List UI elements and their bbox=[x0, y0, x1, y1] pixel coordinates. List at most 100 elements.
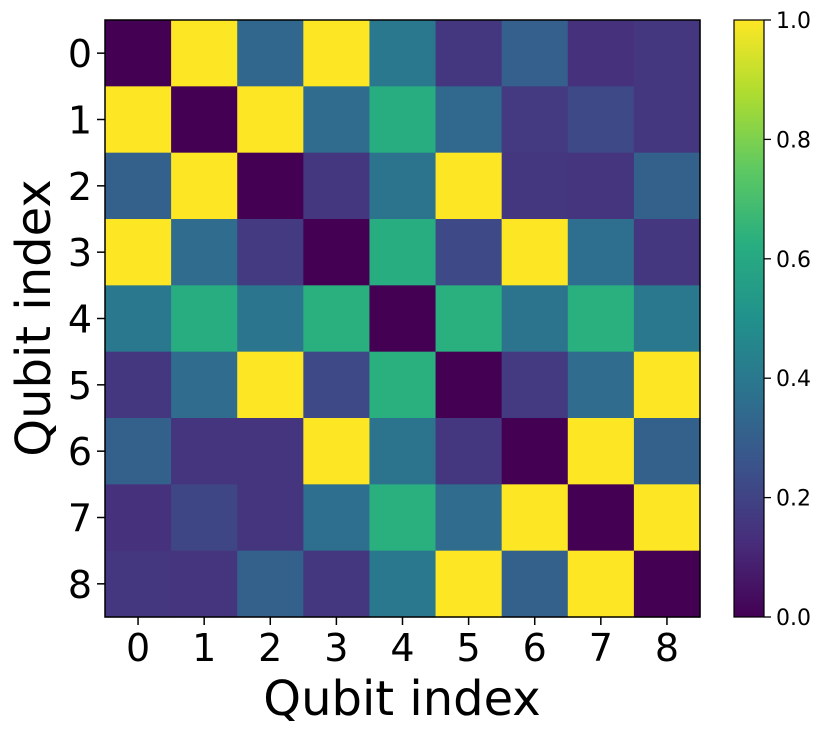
heatmap-cell bbox=[501, 86, 569, 154]
heatmap-cell bbox=[501, 351, 569, 419]
heatmap-cell bbox=[369, 418, 437, 485]
x-axis-label: Qubit index bbox=[263, 671, 540, 727]
heatmap-cell bbox=[369, 550, 437, 618]
heatmap-cell bbox=[501, 418, 569, 485]
heatmap-cell bbox=[303, 484, 371, 552]
heatmap-cell bbox=[633, 20, 701, 87]
y-tick-label: 1 bbox=[68, 99, 92, 143]
y-axis-ticks: 0 1 2 3 4 5 6 7 8 bbox=[68, 32, 105, 607]
heatmap-cell bbox=[369, 152, 437, 220]
colorbar-tick-label: 0.0 bbox=[776, 606, 811, 631]
heatmap-cell bbox=[435, 285, 503, 353]
heatmap-cell bbox=[633, 285, 701, 353]
heatmap-cell bbox=[303, 285, 371, 353]
heatmap-cell bbox=[105, 86, 172, 154]
y-tick-label: 6 bbox=[68, 430, 92, 474]
x-tick-label: 8 bbox=[655, 626, 679, 670]
heatmap-cell bbox=[633, 219, 701, 286]
heatmap-cell bbox=[237, 20, 304, 87]
heatmap-cell bbox=[567, 152, 635, 220]
heatmap-cell bbox=[105, 351, 172, 419]
heatmap-cell bbox=[567, 484, 635, 552]
heatmap-cell bbox=[105, 484, 172, 552]
heatmap-cell bbox=[501, 20, 569, 87]
x-tick-label: 7 bbox=[589, 626, 613, 670]
x-tick-label: 1 bbox=[192, 626, 216, 670]
y-tick-label: 5 bbox=[68, 364, 92, 408]
x-tick-label: 2 bbox=[258, 626, 282, 670]
heatmap-cell bbox=[303, 219, 371, 286]
heatmap-cell bbox=[237, 484, 304, 552]
x-tick-label: 0 bbox=[126, 626, 150, 670]
heatmap-cell bbox=[237, 219, 304, 286]
x-tick-label: 5 bbox=[457, 626, 481, 670]
heatmap-cell bbox=[171, 152, 238, 220]
heatmap-cell bbox=[171, 550, 238, 618]
heatmap-cell bbox=[303, 152, 371, 220]
heatmap-cell bbox=[633, 351, 701, 419]
colorbar-tick-label: 0.8 bbox=[776, 128, 811, 153]
heatmap-cell bbox=[237, 86, 304, 154]
heatmap-cell bbox=[435, 152, 503, 220]
heatmap-cell bbox=[369, 20, 437, 87]
heatmap-cell bbox=[501, 152, 569, 220]
heatmap-cell bbox=[501, 285, 569, 353]
heatmap-cell bbox=[369, 351, 437, 419]
heatmap-cell bbox=[633, 152, 701, 220]
colorbar-ticks: 0.0 0.2 0.4 0.6 0.8 1.0 bbox=[764, 9, 811, 631]
heatmap-cell bbox=[303, 418, 371, 485]
heatmap-cell bbox=[435, 86, 503, 154]
heatmap-cell bbox=[435, 418, 503, 485]
heatmap-cell bbox=[171, 86, 238, 154]
y-tick-label: 8 bbox=[68, 563, 92, 607]
heatmap-cell bbox=[567, 418, 635, 485]
heatmap-cell bbox=[237, 418, 304, 485]
heatmap-cell bbox=[105, 418, 172, 485]
heatmap-cell bbox=[105, 219, 172, 286]
heatmap-cell bbox=[633, 418, 701, 485]
y-axis-label: Qubit index bbox=[6, 179, 62, 456]
heatmap-cell bbox=[501, 219, 569, 286]
heatmap-cell bbox=[171, 484, 238, 552]
heatmap-cell bbox=[237, 285, 304, 353]
heatmap-cell bbox=[237, 351, 304, 419]
heatmap-cell bbox=[303, 550, 371, 618]
heatmap-cell bbox=[369, 285, 437, 353]
heatmap-cell bbox=[369, 484, 437, 552]
heatmap-cells bbox=[105, 20, 701, 618]
colorbar-tick-label: 0.4 bbox=[776, 367, 811, 392]
heatmap-cell bbox=[633, 86, 701, 154]
heatmap-cell bbox=[105, 285, 172, 353]
heatmap-cell bbox=[171, 285, 238, 353]
heatmap-cell bbox=[567, 285, 635, 353]
y-tick-label: 3 bbox=[68, 231, 92, 275]
heatmap-cell bbox=[105, 152, 172, 220]
heatmap-cell bbox=[171, 418, 238, 485]
colorbar-tick-label: 1.0 bbox=[776, 9, 811, 34]
heatmap-cell bbox=[435, 484, 503, 552]
heatmap-cell bbox=[567, 86, 635, 154]
heatmap-cell bbox=[105, 20, 172, 87]
heatmap-cell bbox=[567, 550, 635, 618]
x-tick-label: 4 bbox=[390, 626, 414, 670]
heatmap-cell bbox=[237, 152, 304, 220]
x-tick-label: 6 bbox=[523, 626, 547, 670]
heatmap-cell bbox=[633, 550, 701, 618]
heatmap-cell bbox=[633, 484, 701, 552]
y-tick-label: 2 bbox=[68, 165, 92, 209]
colorbar-tick-label: 0.6 bbox=[776, 248, 811, 273]
heatmap-cell bbox=[171, 219, 238, 286]
y-tick-label: 4 bbox=[68, 298, 92, 342]
colorbar bbox=[733, 19, 765, 618]
heatmap-cell bbox=[501, 484, 569, 552]
heatmap-cell bbox=[435, 219, 503, 286]
heatmap-cell bbox=[369, 219, 437, 286]
heatmap-cell bbox=[303, 86, 371, 154]
heatmap-cell bbox=[171, 20, 238, 87]
y-tick-label: 7 bbox=[68, 497, 92, 541]
heatmap-cell bbox=[567, 20, 635, 87]
heatmap-cell bbox=[303, 20, 371, 87]
heatmap-cell bbox=[435, 20, 503, 87]
